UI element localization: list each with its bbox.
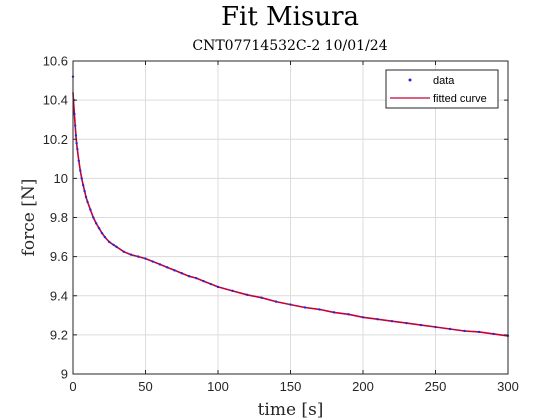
data-point	[347, 313, 350, 316]
data-point	[434, 325, 437, 329]
legend-fit-label: fitted curve	[433, 93, 487, 105]
tick-marks	[72, 60, 509, 375]
data-point	[83, 189, 86, 193]
data-point	[144, 257, 147, 260]
x-axis-title: time [s]	[258, 400, 324, 420]
legend-box	[385, 69, 499, 109]
data-point	[112, 243, 115, 247]
data-point	[361, 316, 365, 319]
legend-data-label: data	[433, 75, 455, 87]
x-tick-label: 200	[352, 379, 374, 394]
y-tick-label: 10.2	[43, 132, 68, 147]
data-point	[158, 263, 162, 266]
data-point	[108, 240, 111, 244]
data-point	[209, 282, 212, 286]
data-point	[129, 253, 133, 256]
data-point	[73, 124, 77, 127]
y-tick-label: 9	[61, 367, 68, 382]
x-tick-label: 150	[280, 379, 302, 394]
data-point	[151, 260, 154, 263]
y-axis-title: force [N]	[19, 179, 39, 257]
data-point	[115, 245, 118, 249]
x-tick-label: 250	[425, 379, 447, 394]
y-tick-label: 10.4	[43, 93, 68, 108]
data-point	[187, 274, 191, 278]
data-point	[390, 319, 394, 323]
data-point	[260, 296, 263, 299]
data-point	[80, 177, 83, 180]
figure-title: Fit Misura	[220, 2, 360, 32]
data-point	[166, 266, 169, 269]
data-point	[86, 200, 89, 204]
x-tick-label: 50	[138, 379, 152, 394]
tick-labels: 0 50 100 150 200 250 300 9 9.2 9.4 9.6 9.8 10 10.2 10.…	[43, 54, 519, 395]
data-point	[318, 308, 321, 311]
data-point	[173, 269, 176, 272]
data-point	[202, 279, 205, 283]
data-point	[195, 276, 198, 280]
y-tick-label: 9.8	[50, 210, 68, 225]
data-point	[100, 231, 104, 235]
data-point	[332, 311, 336, 314]
data-point	[74, 134, 78, 137]
data-point	[76, 147, 79, 151]
data-point	[180, 272, 183, 275]
data-point	[463, 329, 466, 333]
data-point	[216, 285, 220, 289]
legend: data fitted curve	[385, 69, 499, 109]
x-tick-label: 0	[69, 379, 76, 394]
x-tick-label: 300	[497, 379, 519, 394]
data-point	[122, 250, 125, 253]
data-point	[289, 303, 292, 306]
data-point	[95, 222, 98, 225]
data-point	[274, 300, 278, 303]
data-point	[92, 216, 95, 219]
data-point	[97, 227, 101, 230]
data-point	[137, 255, 140, 258]
data-point	[81, 184, 85, 187]
data-point	[103, 235, 107, 239]
data-point	[405, 321, 408, 325]
data-point	[73, 112, 76, 116]
data-point	[419, 323, 423, 327]
data-point	[79, 169, 82, 172]
y-tick-label: 10.6	[43, 54, 68, 69]
y-tick-label: 9.2	[50, 327, 68, 342]
data-point	[376, 318, 379, 321]
data-point	[245, 293, 249, 296]
data-point	[492, 332, 495, 336]
data-point	[303, 306, 307, 309]
legend-data-marker	[408, 78, 412, 82]
data-point	[84, 195, 88, 199]
data-point	[77, 159, 81, 162]
data-point	[477, 330, 481, 334]
figure-subtitle: CNT07714532C-2 10/01/24	[192, 38, 388, 54]
x-tick-label: 100	[207, 379, 229, 394]
series-layer	[71, 75, 510, 338]
y-tick-label: 9.4	[50, 288, 68, 303]
data-point	[448, 327, 452, 331]
y-tick-label: 9.6	[50, 249, 68, 264]
y-tick-label: 10	[54, 171, 68, 186]
data-point	[75, 141, 78, 145]
data-point	[89, 208, 92, 211]
data-point	[231, 289, 234, 293]
